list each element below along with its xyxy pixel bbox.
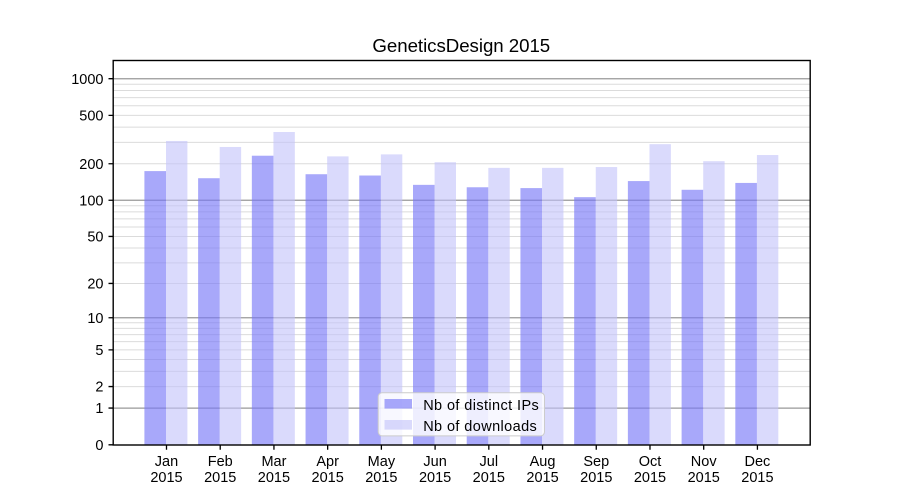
svg-text:Dec: Dec [745,454,771,470]
svg-text:2015: 2015 [258,470,290,486]
svg-text:20: 20 [87,277,103,293]
svg-text:Feb: Feb [208,454,233,470]
svg-text:2015: 2015 [419,470,451,486]
svg-text:5: 5 [95,343,103,359]
svg-text:Aug: Aug [530,454,556,470]
svg-text:1: 1 [95,401,103,417]
svg-text:Jun: Jun [423,454,446,470]
svg-text:2015: 2015 [204,470,236,486]
svg-text:500: 500 [79,108,103,124]
svg-text:200: 200 [79,157,103,173]
svg-text:2015: 2015 [150,470,182,486]
svg-text:2015: 2015 [580,470,612,486]
svg-text:2015: 2015 [473,470,505,486]
svg-text:May: May [368,454,396,470]
svg-text:2015: 2015 [688,470,720,486]
svg-text:Mar: Mar [261,454,286,470]
svg-text:2015: 2015 [526,470,558,486]
svg-text:2015: 2015 [741,470,773,486]
svg-text:GeneticsDesign 2015: GeneticsDesign 2015 [372,35,550,56]
svg-text:Nb of downloads: Nb of downloads [423,419,537,435]
svg-text:50: 50 [87,230,103,246]
svg-text:10: 10 [87,311,103,327]
svg-text:0: 0 [95,438,103,454]
svg-text:2015: 2015 [634,470,666,486]
svg-text:1000: 1000 [71,72,103,88]
svg-text:Jan: Jan [155,454,178,470]
svg-text:Jul: Jul [480,454,499,470]
svg-text:2015: 2015 [312,470,344,486]
svg-text:2015: 2015 [365,470,397,486]
svg-text:Sep: Sep [583,454,609,470]
svg-text:Nov: Nov [691,454,718,470]
svg-text:Apr: Apr [316,454,339,470]
svg-text:Nb of distinct IPs: Nb of distinct IPs [423,398,539,414]
svg-text:100: 100 [79,193,103,209]
svg-text:Oct: Oct [639,454,662,470]
svg-text:2: 2 [95,380,103,396]
